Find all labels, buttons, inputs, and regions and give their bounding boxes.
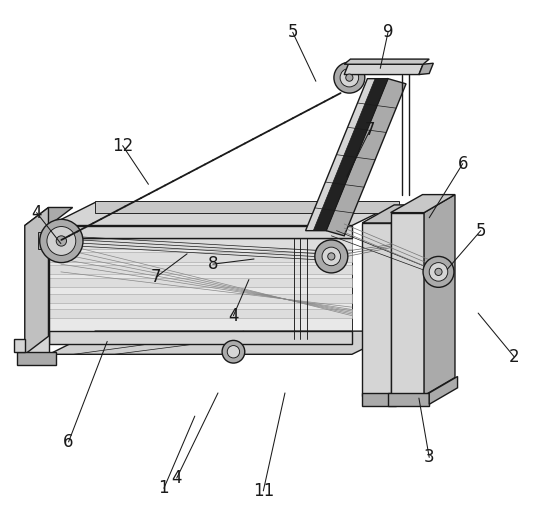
Polygon shape	[49, 278, 352, 287]
Circle shape	[222, 340, 245, 363]
Polygon shape	[49, 225, 352, 238]
Circle shape	[227, 346, 240, 358]
Text: 2: 2	[509, 348, 520, 366]
Text: 7: 7	[151, 268, 161, 286]
Polygon shape	[362, 205, 423, 223]
Polygon shape	[25, 208, 73, 225]
Polygon shape	[419, 63, 433, 75]
Text: 4: 4	[171, 469, 182, 487]
Circle shape	[322, 247, 341, 266]
Polygon shape	[49, 239, 352, 249]
Circle shape	[315, 240, 348, 273]
Text: 4: 4	[31, 204, 42, 222]
Polygon shape	[17, 352, 56, 365]
Circle shape	[56, 236, 66, 246]
Polygon shape	[391, 212, 424, 396]
Polygon shape	[362, 393, 396, 406]
Text: 9: 9	[383, 23, 393, 41]
Circle shape	[328, 253, 335, 260]
Circle shape	[423, 256, 454, 287]
Text: 3: 3	[424, 449, 434, 466]
Circle shape	[334, 62, 365, 93]
Polygon shape	[306, 79, 388, 231]
Text: 7: 7	[365, 121, 375, 139]
Polygon shape	[49, 331, 352, 344]
Text: 12: 12	[112, 137, 133, 155]
Polygon shape	[49, 252, 352, 262]
Polygon shape	[25, 208, 49, 354]
Polygon shape	[424, 195, 455, 396]
Polygon shape	[49, 331, 399, 354]
Polygon shape	[344, 64, 423, 75]
Polygon shape	[313, 79, 388, 231]
Polygon shape	[388, 393, 429, 406]
Text: 11: 11	[253, 482, 274, 500]
Polygon shape	[38, 232, 49, 249]
Polygon shape	[49, 294, 352, 303]
Polygon shape	[326, 79, 406, 236]
Circle shape	[429, 263, 448, 281]
Polygon shape	[25, 225, 49, 354]
Polygon shape	[49, 238, 352, 331]
Polygon shape	[49, 203, 399, 225]
Text: 1: 1	[158, 479, 169, 497]
Polygon shape	[429, 377, 458, 404]
Text: 8: 8	[208, 255, 218, 273]
Text: 6: 6	[458, 155, 468, 172]
Polygon shape	[344, 59, 429, 64]
Text: 5: 5	[287, 23, 298, 41]
Circle shape	[340, 68, 358, 87]
Circle shape	[40, 219, 83, 263]
Text: 6: 6	[63, 433, 74, 451]
Polygon shape	[49, 265, 352, 275]
Polygon shape	[391, 195, 455, 212]
Text: 5: 5	[475, 222, 486, 240]
Text: 4: 4	[228, 307, 239, 325]
Circle shape	[345, 74, 353, 81]
Polygon shape	[15, 339, 25, 352]
Polygon shape	[49, 309, 352, 318]
Circle shape	[435, 268, 442, 276]
Polygon shape	[95, 202, 399, 212]
Polygon shape	[362, 223, 391, 396]
Circle shape	[47, 226, 76, 255]
